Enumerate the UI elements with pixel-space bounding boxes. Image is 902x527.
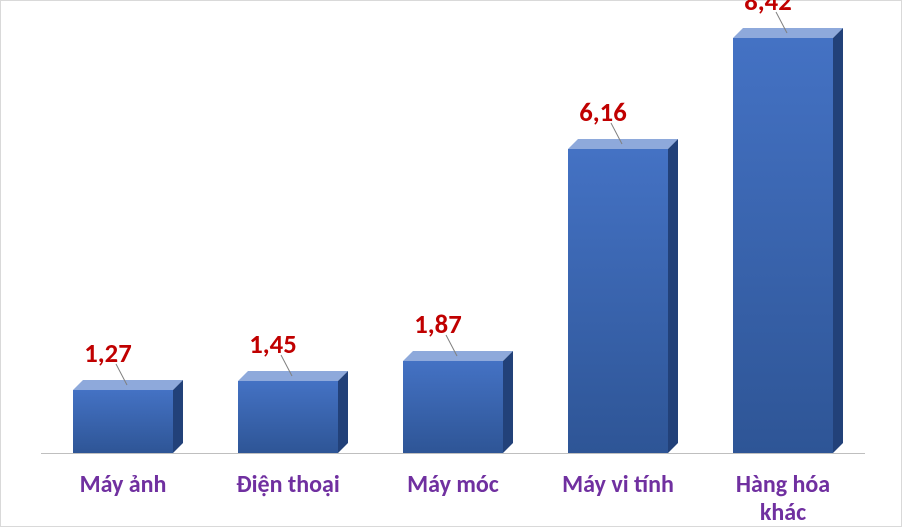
category-label: Máy móc	[373, 471, 533, 499]
leader-line	[280, 354, 293, 377]
value-label: 1,87	[398, 309, 478, 341]
bar	[568, 149, 668, 453]
category-label: Máy ảnh	[43, 471, 203, 499]
value-label: 1,45	[233, 329, 313, 361]
axis-baseline	[41, 453, 865, 454]
bar	[238, 381, 338, 453]
plot-area: 1,27Máy ảnh1,45Điện thoại1,87Máy móc6,16…	[41, 9, 865, 453]
value-label: 6,16	[563, 97, 643, 129]
bar	[403, 361, 503, 453]
leader-line	[610, 122, 623, 145]
leader-line	[115, 363, 128, 386]
bar-chart: 1,27 Máy ảnh 1,45 Điện thoại 1,87 Máy móc 6,16…	[0, 0, 902, 527]
leader-line	[775, 11, 788, 34]
value-label: 8,42	[728, 0, 808, 18]
leader-line	[445, 334, 458, 357]
bar	[73, 390, 173, 453]
category-label: Hàng hóa khác	[703, 471, 863, 526]
bar	[733, 38, 833, 453]
category-label: Điện thoại	[208, 471, 368, 499]
value-label: 1,27	[68, 338, 148, 370]
category-label: Máy vi tính	[538, 471, 698, 499]
